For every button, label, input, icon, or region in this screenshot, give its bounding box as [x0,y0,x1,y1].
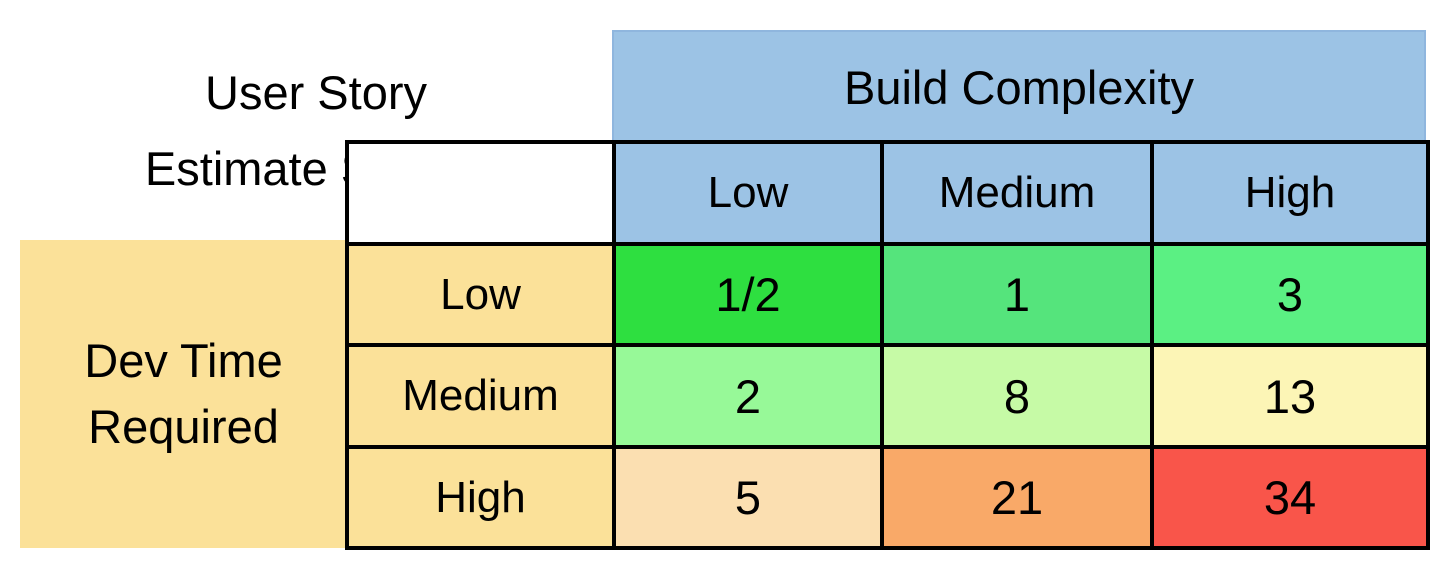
dev-time-required-label: Dev Time Required [20,240,347,548]
row-header-low: Low [345,242,616,347]
value-cell-medium-low: 2 [612,343,884,449]
table-row-low: Low 1/2 1 3 [345,242,1430,347]
value-cell-low-medium: 1 [880,242,1154,347]
value-cell-high-low: 5 [612,445,884,550]
value-cell-medium-high: 13 [1150,343,1430,449]
build-complexity-header: Build Complexity [612,30,1426,144]
col-header-low: Low [612,140,884,246]
value-cell-low-high: 3 [1150,242,1430,347]
column-header-row: Low Medium High [345,140,1430,246]
table-row-medium: Medium 2 8 13 [345,343,1430,449]
dev-time-required-text: Dev Time Required [84,334,283,453]
spacer-cell [345,140,616,246]
col-header-medium: Medium [880,140,1154,246]
col-header-high: High [1150,140,1430,246]
row-header-medium: Medium [345,343,616,449]
value-cell-high-high: 34 [1150,445,1430,550]
table-row-high: High 5 21 34 [345,445,1430,550]
value-cell-high-medium: 21 [880,445,1154,550]
value-cell-low-low: 1/2 [612,242,884,347]
row-header-high: High [345,445,616,550]
page-title-line1: User Story [205,66,427,119]
value-cell-medium-medium: 8 [880,343,1154,449]
estimate-matrix: Low Medium High Low 1/2 1 3 Medium 2 8 1… [345,140,1430,550]
